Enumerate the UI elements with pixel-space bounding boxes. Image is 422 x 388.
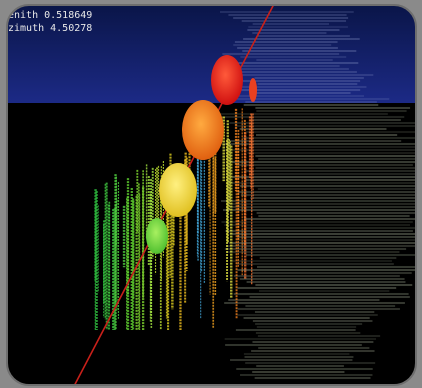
blob-red-small bbox=[249, 78, 257, 102]
blob-green bbox=[146, 218, 168, 254]
viewport: enith 0.518649 zimuth 4.50278 bbox=[7, 5, 416, 385]
zenith-label: enith 0.518649 bbox=[8, 10, 92, 21]
panel-border bbox=[6, 4, 417, 386]
blob-orange bbox=[182, 100, 224, 160]
blob-red bbox=[211, 55, 243, 105]
blob-yellow bbox=[159, 163, 197, 217]
azimuth-label: zimuth 4.50278 bbox=[8, 23, 92, 34]
horizontal-lines bbox=[220, 11, 416, 379]
